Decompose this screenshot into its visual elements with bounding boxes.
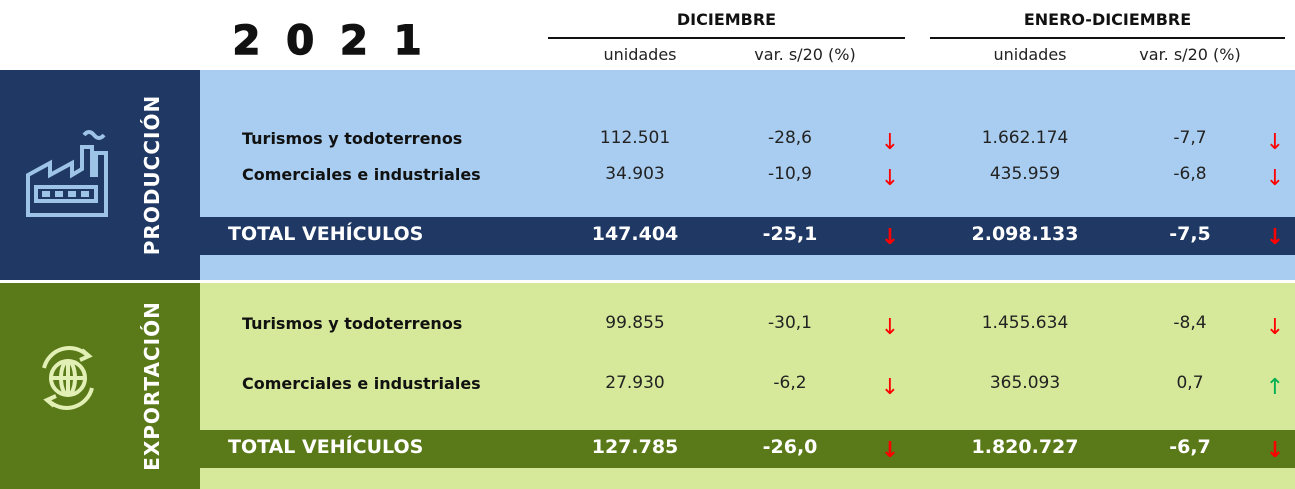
total-cell: -26,0 bbox=[762, 436, 818, 458]
trend-arrow: ↓ bbox=[1265, 166, 1285, 191]
trend-arrow: ↓ bbox=[880, 438, 900, 463]
trend-arrow: ↓ bbox=[880, 166, 900, 191]
cell: -8,4 bbox=[1173, 313, 1207, 333]
cell: -30,1 bbox=[768, 313, 812, 333]
year: 2 0 2 1 bbox=[232, 17, 428, 65]
total-name: TOTAL VEHÍCULOS bbox=[228, 223, 424, 245]
column-header: var. s/20 (%) bbox=[754, 45, 856, 64]
total-name: TOTAL VEHÍCULOS bbox=[228, 436, 424, 458]
total-cell: -6,7 bbox=[1169, 436, 1211, 458]
row-name: Comerciales e industriales bbox=[242, 374, 481, 393]
trend-arrow: ↓ bbox=[1265, 130, 1285, 155]
trend-arrow: ↓ bbox=[1265, 315, 1285, 340]
total-cell: 147.404 bbox=[591, 223, 679, 245]
row-name: Turismos y todoterrenos bbox=[242, 314, 463, 333]
trend-arrow: ↓ bbox=[880, 315, 900, 340]
cell: -6,8 bbox=[1173, 164, 1207, 184]
column-header: var. s/20 (%) bbox=[1139, 45, 1241, 64]
section-label: EXPORTACIÓN bbox=[140, 301, 164, 471]
total-bar bbox=[200, 217, 1295, 255]
globe-icon bbox=[42, 346, 94, 410]
group-title: ENERO-DICIEMBRE bbox=[1023, 10, 1192, 29]
column-header: unidades bbox=[603, 45, 677, 64]
section-band bbox=[0, 70, 200, 280]
trend-arrow: ↓ bbox=[880, 130, 900, 155]
group-line bbox=[930, 37, 1285, 39]
total-cell: 1.820.727 bbox=[971, 436, 1079, 458]
total-bar bbox=[200, 430, 1295, 468]
row-name: Comerciales e industriales bbox=[242, 165, 481, 184]
section-label: PRODUCCIÓN bbox=[140, 94, 164, 256]
cell: -6,2 bbox=[773, 373, 807, 393]
cell: 34.903 bbox=[605, 164, 665, 184]
cell: 112.501 bbox=[599, 128, 671, 148]
total-cell: -7,5 bbox=[1169, 223, 1211, 245]
group-line bbox=[548, 37, 905, 39]
cell: -7,7 bbox=[1173, 128, 1207, 148]
factory-icon bbox=[26, 130, 108, 217]
total-cell: 2.098.133 bbox=[971, 223, 1079, 245]
row-name: Turismos y todoterrenos bbox=[242, 129, 463, 148]
total-cell: 127.785 bbox=[591, 436, 679, 458]
cell: 435.959 bbox=[989, 164, 1061, 184]
cell: 27.930 bbox=[605, 373, 665, 393]
trend-arrow: ↓ bbox=[1265, 225, 1285, 250]
total-cell: -25,1 bbox=[762, 223, 818, 245]
cell: -28,6 bbox=[768, 128, 812, 148]
cell: 365.093 bbox=[989, 373, 1061, 393]
group-title: DICIEMBRE bbox=[676, 10, 777, 29]
trend-arrow: ↓ bbox=[1265, 438, 1285, 463]
trend-arrow: ↓ bbox=[880, 225, 900, 250]
cell: 1.662.174 bbox=[981, 128, 1069, 148]
cell: 99.855 bbox=[605, 313, 665, 333]
cell: 0,7 bbox=[1176, 373, 1204, 393]
trend-arrow: ↑ bbox=[1265, 375, 1285, 400]
cell: 1.455.634 bbox=[981, 313, 1069, 333]
column-header: unidades bbox=[993, 45, 1067, 64]
section-band bbox=[0, 283, 200, 489]
cell: -10,9 bbox=[768, 164, 812, 184]
trend-arrow: ↓ bbox=[880, 375, 900, 400]
